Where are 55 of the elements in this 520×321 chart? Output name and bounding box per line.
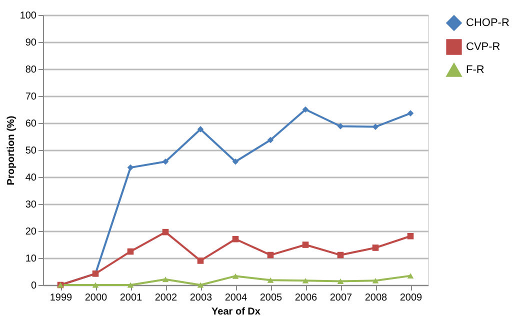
- point: [372, 124, 379, 130]
- point: [302, 242, 309, 248]
- point: [162, 158, 169, 165]
- point: [337, 278, 344, 284]
- point: [92, 282, 99, 288]
- y-tick-label: 40: [25, 172, 37, 184]
- x-tick-label: 2000: [84, 292, 108, 304]
- x-tick-label: 2005: [260, 292, 283, 304]
- y-axis-title: Proportion (%): [6, 116, 17, 186]
- y-tick-label: 10: [25, 254, 37, 264]
- point: [372, 278, 379, 284]
- point: [337, 123, 344, 130]
- point: [127, 282, 134, 288]
- x-axis-title: Year of Dx: [212, 306, 261, 318]
- legend-label: F-R: [466, 64, 484, 76]
- y-tick-label: 50: [25, 146, 37, 156]
- point: [162, 228, 169, 236]
- y-tick-label: 20: [25, 226, 37, 238]
- point: [232, 273, 239, 279]
- x-tick-label: 2008: [364, 292, 388, 304]
- point: [337, 252, 344, 258]
- legend-label: CVP-R: [466, 41, 500, 53]
- x-tick-label: 2003: [190, 292, 213, 304]
- x-tick-label: 1999: [50, 292, 73, 304]
- x-tick-label: 2001: [120, 292, 143, 304]
- point: [127, 248, 134, 255]
- point: [127, 164, 134, 171]
- y-tick-label: 80: [25, 64, 37, 76]
- y-tick-label: 30: [25, 200, 37, 210]
- x-tick-label: 2004: [224, 292, 248, 304]
- point: [162, 276, 169, 282]
- point: [232, 158, 239, 165]
- y-tick-label: 70: [25, 92, 37, 102]
- legend-label: CHOP-R: [466, 17, 510, 29]
- point: [197, 126, 204, 132]
- point: [197, 282, 204, 288]
- y-tick-label: 100: [20, 10, 37, 22]
- x-tick-label: 2002: [154, 292, 178, 304]
- point: [267, 252, 274, 258]
- point: [407, 273, 414, 279]
- x-tick-label: 2009: [400, 292, 423, 304]
- point: [302, 106, 309, 113]
- y-tick-label: 90: [25, 38, 37, 48]
- x-tick-label: 2006: [294, 292, 318, 304]
- point: [372, 244, 379, 251]
- point: [407, 232, 414, 240]
- point: [267, 136, 274, 144]
- y-tick-label: 0: [30, 280, 37, 292]
- point: [407, 110, 414, 116]
- point: [232, 236, 239, 242]
- x-tick-label: 2007: [330, 292, 353, 304]
- point: [302, 278, 309, 284]
- point: [197, 258, 204, 264]
- y-tick-label: 60: [25, 118, 37, 130]
- point: [267, 277, 274, 283]
